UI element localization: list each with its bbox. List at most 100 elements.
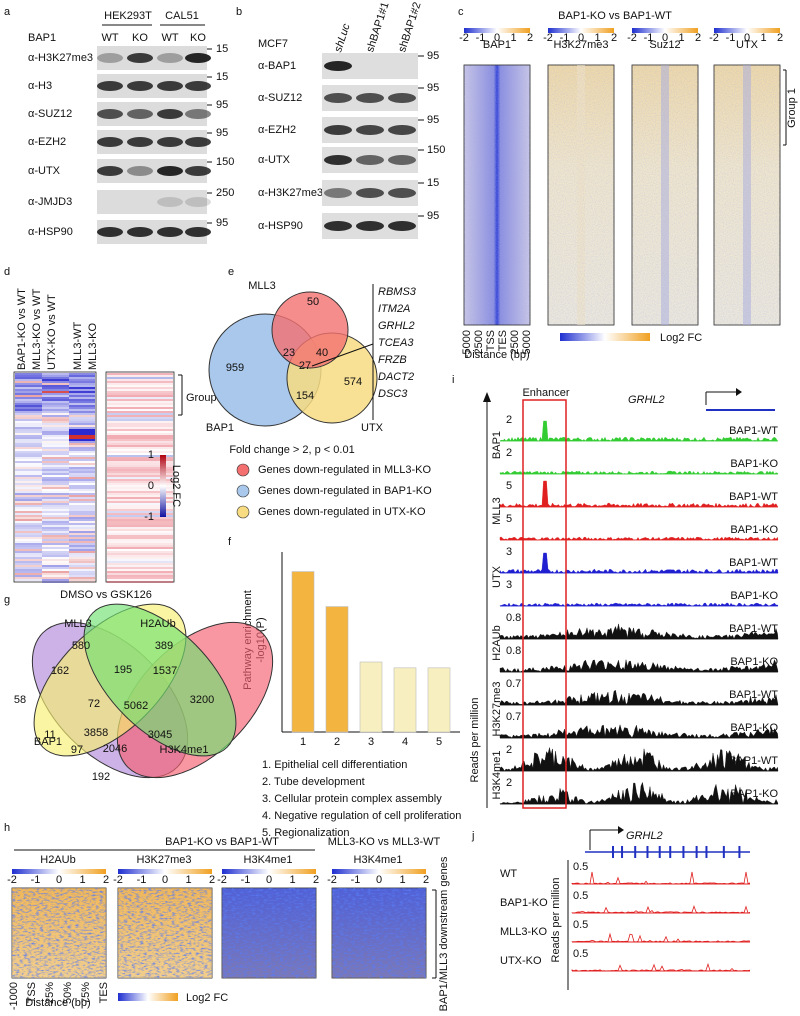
label: 50% [62,982,74,1004]
heat-row [42,521,69,523]
label: 2 [506,777,512,789]
heat-row [15,535,42,537]
heat-row [42,503,69,505]
label: 27 [299,360,311,372]
heat-row [15,537,42,539]
arrow-head [618,826,624,834]
label: 0.8 [506,645,521,657]
band [127,166,153,176]
heat-row [107,481,173,483]
heat-row [15,525,42,527]
signal-track [499,480,779,508]
band [185,166,211,176]
heat-row [69,443,95,445]
label: 23 [283,347,295,359]
label: 5 [506,513,512,525]
heat-row [69,429,95,431]
label: 95 [216,217,228,229]
heat-row [107,435,173,437]
heat-row [15,517,42,519]
label: H2AUb [40,854,75,866]
heat-row [69,409,95,411]
label: 0 [376,874,382,886]
band [388,188,416,198]
heat-row [107,533,173,535]
label: 5 [506,480,512,492]
exon [695,846,698,858]
heat-row [15,565,42,567]
heat-row [107,425,173,427]
label: -1 [560,32,570,44]
heat-row [15,479,42,481]
heat-row [15,455,42,457]
band [97,81,123,91]
heat-row [15,491,42,493]
heat-row [69,557,95,559]
heat-row [107,471,173,473]
heat-row [15,513,42,515]
label: -2500 [473,330,485,358]
heat-row [69,549,95,551]
heat-row [69,397,95,399]
band [157,197,183,207]
panel-letter: a [4,6,11,18]
label: -1 [137,874,147,886]
band [157,166,183,176]
label: Reads per million [550,878,562,963]
heat-row [42,569,69,571]
heat-row [42,499,69,501]
band [97,109,123,119]
heat-row [42,497,69,499]
label: -1 [644,32,654,44]
heat-row [15,499,42,501]
heat-row [42,431,69,433]
band [388,155,416,165]
panel-letter: f [228,536,232,548]
heat-row [15,489,42,491]
label: shBAP1#2 [396,1,423,54]
heat-row [15,555,42,557]
label: -5000 [461,330,473,358]
heat-row [107,569,173,571]
label: 40 [316,347,328,359]
heat-row [15,403,42,405]
heat-row [42,543,69,545]
heat-row [69,471,95,473]
heat-row [42,513,69,515]
label: 2 [611,32,617,44]
label: UTX [736,39,759,51]
heat-row [42,439,69,441]
heat-row [107,449,173,451]
heat-row [69,571,95,573]
band [324,125,352,135]
heat-row [69,403,95,405]
heat-row [42,509,69,511]
heat-row [69,533,95,535]
label: FRZB [378,354,407,366]
heat-row [42,415,69,417]
label: 0.5 [573,919,588,931]
arrow-head [736,388,742,396]
label: -2 [7,874,17,886]
heat-row [107,465,173,467]
label: 195 [114,664,132,676]
heat-row [15,415,42,417]
heat-row [107,499,173,501]
heat-row [42,567,69,569]
label: 3200 [190,694,214,706]
heat-row [42,403,69,405]
band [127,53,153,63]
heat-row [107,381,173,383]
heat-row [107,385,173,387]
heat-row [42,571,69,573]
label: 2. Tube development [262,776,365,788]
heat-row [107,529,173,531]
heat-row [69,383,95,385]
heat-row [69,399,95,401]
heat-row [42,433,69,435]
heat-row [15,463,42,465]
color-scale [632,28,698,33]
heat-row [42,449,69,451]
heat-row [42,381,69,383]
heat-row [42,463,69,465]
